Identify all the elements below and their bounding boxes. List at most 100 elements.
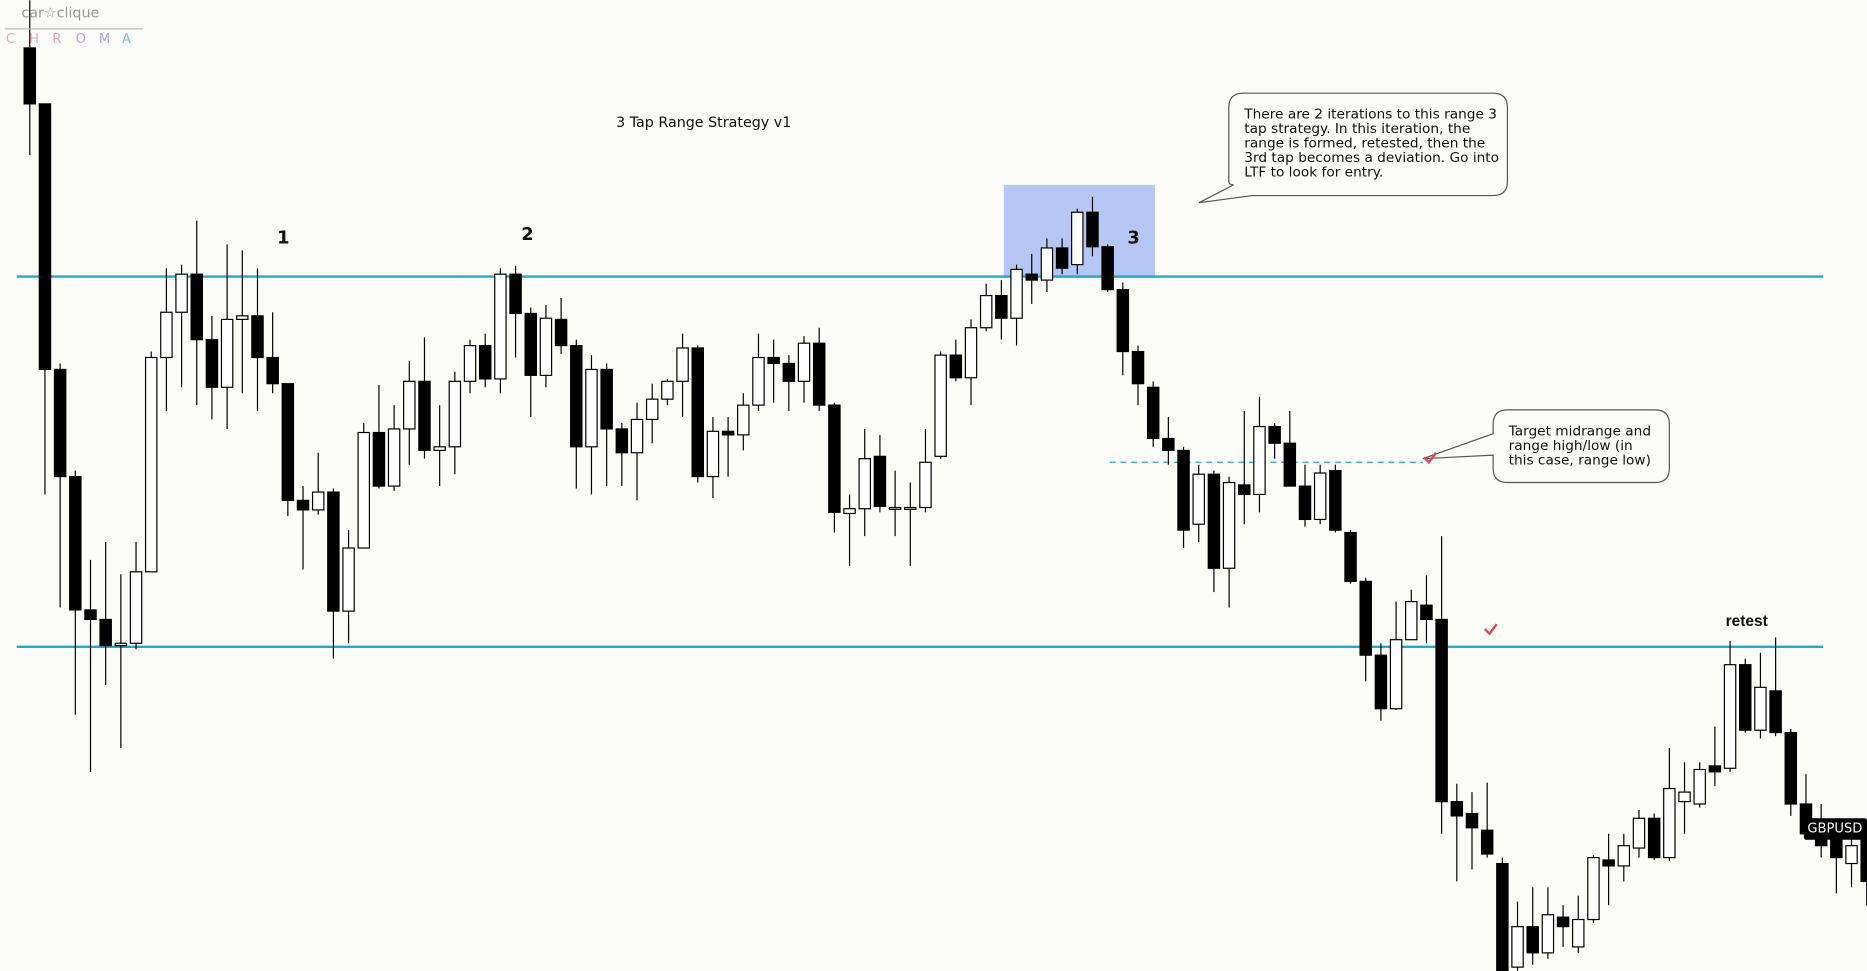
candle-body: [433, 446, 446, 451]
callout-text: range high/low (in: [1509, 438, 1633, 454]
callout-bubble: [1422, 409, 1670, 484]
candle-body: [175, 273, 188, 313]
candle-body: [1071, 211, 1084, 266]
candle-body: [1739, 664, 1752, 731]
candle-body: [964, 327, 978, 379]
candle-body: [1116, 289, 1130, 353]
callout-text: There are 2 iterations to this range 3: [1243, 107, 1497, 123]
price-tag-box: [1803, 818, 1867, 840]
check-mark: [1483, 623, 1498, 636]
candle-body: [1374, 654, 1388, 710]
candle-body: [220, 318, 234, 388]
candle-body: [84, 609, 97, 621]
candle-body: [190, 273, 204, 341]
candle-body: [1663, 787, 1676, 859]
candle-body: [858, 458, 871, 510]
candle-body: [1086, 211, 1099, 248]
candle-body: [311, 491, 325, 511]
candle-body: [357, 431, 371, 549]
candle-body: [387, 428, 401, 487]
candle-body: [1329, 470, 1342, 531]
candle-body: [1101, 246, 1114, 291]
candle-body: [1465, 812, 1479, 829]
callout-text: Target midrange and: [1508, 423, 1651, 439]
candle-body: [1602, 859, 1615, 867]
callout-text: 3rd tap becomes a deviation. Go into: [1244, 150, 1499, 166]
candle-body: [934, 354, 947, 457]
candle-body: [1405, 600, 1418, 641]
logo-letter: C: [6, 32, 15, 47]
logo-letter: O: [76, 32, 86, 47]
candle-body: [342, 547, 355, 612]
check-mark: [1423, 452, 1437, 465]
candle-body: [1556, 916, 1570, 928]
candle-body: [1541, 914, 1555, 954]
price-tag: GBPUSD: [1807, 822, 1862, 837]
candle-body: [448, 380, 462, 448]
candle-body: [1131, 350, 1145, 385]
candle-body: [1708, 765, 1722, 773]
candle-body: [645, 398, 659, 421]
candle-body: [812, 342, 826, 406]
candle-body: [676, 347, 689, 382]
candle-body: [1192, 473, 1205, 525]
logo-letter: A: [122, 32, 131, 47]
candle-body: [554, 318, 568, 347]
candle-body: [1238, 484, 1251, 496]
candle-body: [524, 312, 538, 376]
candle-body: [266, 356, 279, 385]
candle-body: [403, 380, 416, 430]
candle-body: [1389, 639, 1403, 710]
candle-body: [1025, 273, 1038, 281]
candle-body: [205, 339, 219, 388]
candle-body: [949, 354, 963, 379]
candle-body: [1572, 918, 1585, 948]
candle-body: [129, 571, 143, 644]
candle-body: [1511, 926, 1524, 968]
logo-letter: R: [52, 32, 61, 47]
candle-body: [600, 368, 613, 430]
logo-letter: H: [29, 32, 39, 47]
candle-body: [509, 273, 522, 315]
candle-body: [38, 103, 52, 371]
logo-name: car☆clique: [21, 5, 99, 21]
candle-body: [281, 383, 295, 501]
candle-body: [843, 508, 856, 515]
callout-text: range is formed, retested, then the: [1244, 136, 1485, 152]
candle-body: [1526, 926, 1539, 954]
candle-body: [873, 455, 887, 507]
candle-body: [1587, 856, 1600, 921]
candle-body: [1496, 862, 1509, 971]
candle-body: [1647, 817, 1661, 859]
candle-body: [1723, 664, 1737, 769]
candle-body: [1845, 845, 1858, 865]
candle-body: [904, 506, 917, 510]
candle-body: [1678, 791, 1691, 803]
candle-body: [1040, 247, 1054, 281]
tap-label: 1: [277, 227, 289, 248]
candle-body: [1632, 817, 1646, 849]
tap-label: 2: [521, 224, 533, 245]
candle-body: [721, 430, 735, 436]
candle-body: [767, 356, 780, 365]
tap-label: 3: [1127, 227, 1139, 248]
candle-body: [372, 431, 386, 487]
candle-body: [144, 356, 158, 573]
candle-body: [160, 311, 173, 359]
candle-body: [478, 344, 492, 380]
candle-body: [114, 642, 128, 647]
callout-text: tap strategy. In this iteration, the: [1244, 121, 1470, 137]
candle-body: [327, 491, 340, 612]
candle-body: [1344, 531, 1357, 582]
candle-body: [1298, 485, 1312, 521]
candle-body: [53, 368, 67, 478]
candle-body: [615, 428, 629, 454]
candle-body: [737, 404, 750, 436]
candle-body: [661, 380, 674, 400]
candle-body: [691, 347, 704, 478]
candle-body: [1693, 768, 1706, 805]
candles: [16, 0, 1867, 971]
candle-body: [1435, 618, 1448, 803]
